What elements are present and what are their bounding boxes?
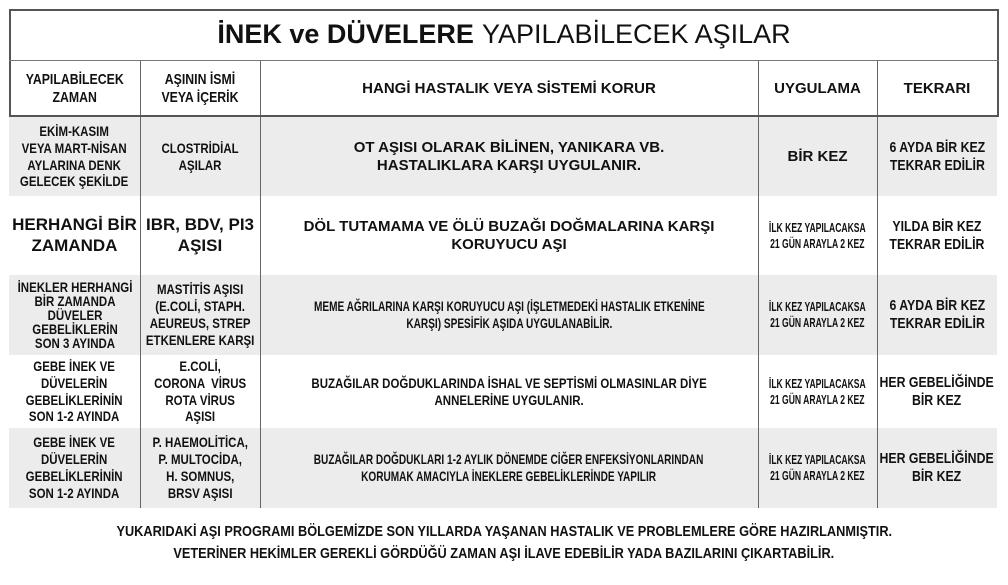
column-header-vaccine: AŞININ İSMİ VEYA İÇERİK bbox=[161, 71, 239, 106]
cell-application: İLK KEZ YAPILACAKSA 21 GÜN ARAYLA 2 KEZ bbox=[769, 299, 866, 330]
cell-repeat: 6 AYDA BİR KEZ TEKRAR EDİLİR bbox=[889, 297, 985, 332]
header-divider bbox=[9, 115, 999, 117]
cell-time: İNEKLER HERHANGİ BİR ZAMANDA DÜVELER GEB… bbox=[17, 279, 132, 351]
column-divider bbox=[140, 60, 141, 508]
table-row bbox=[9, 117, 997, 196]
cell-application: İLK KEZ YAPILACAKSA 21 GÜN ARAYLA 2 KEZ bbox=[769, 375, 866, 407]
title-regular: YAPILABİLECEK AŞILAR bbox=[481, 19, 791, 49]
cell-protects: BUZAĞILAR DOĞDUKLARINDA İSHAL VE SEPTİSM… bbox=[311, 374, 707, 408]
cell-vaccine: E.COLİ, CORONA VİRUS ROTA VİRUS AŞISI bbox=[153, 357, 247, 425]
cell-application: İLK KEZ YAPILACAKSA 21 GÜN ARAYLA 2 KEZ bbox=[769, 219, 866, 251]
cell-vaccine: CLOSTRİDİAL AŞILAR bbox=[161, 139, 239, 173]
cell-time: GEBE İNEK VE DÜVELERİN GEBELİKLERİNİN SO… bbox=[26, 357, 123, 425]
cell-vaccine: MASTİTİS AŞISI (E.COLİ, STAPH. AEUREUS, … bbox=[145, 281, 255, 348]
table-row bbox=[9, 275, 997, 355]
cell-repeat: 6 AYDA BİR KEZ TEKRAR EDİLİR bbox=[889, 138, 985, 174]
cell-protects: BUZAĞILAR DOĞDUKLARI 1-2 AYLIK DÖNEMDE C… bbox=[314, 451, 704, 484]
cell-application: BİR KEZ bbox=[787, 147, 848, 165]
cell-application: İLK KEZ YAPILACAKSA 21 GÜN ARAYLA 2 KEZ bbox=[769, 452, 866, 483]
cell-protects: MEME AĞRILARINA KARŞI KORUYUCU AŞI (İŞLE… bbox=[313, 298, 705, 331]
column-divider bbox=[877, 60, 878, 508]
column-header-repeat: TEKRARI bbox=[903, 79, 971, 97]
column-divider bbox=[758, 60, 759, 508]
column-header-time: YAPILABİLECEK ZAMAN bbox=[25, 71, 124, 106]
cell-protects: DÖL TUTAMAMA VE ÖLÜ BUZAĞI DOĞMALARINA K… bbox=[303, 217, 715, 253]
column-header-protects: HANGİ HASTALIK VEYA SİSTEMİ KORUR bbox=[362, 79, 656, 97]
cell-time: GEBE İNEK VE DÜVELERİN GEBELİKLERİNİN SO… bbox=[26, 434, 123, 501]
cell-vaccine: IBR, BDV, PI3 AŞISI bbox=[145, 215, 255, 255]
page-title: İNEK ve DÜVELERE YAPILABİLECEK AŞILAR bbox=[9, 9, 999, 61]
cell-repeat: HER GEBELİĞİNDE BİR KEZ bbox=[879, 373, 995, 409]
cell-vaccine: P. HAEMOLİTİCA, P. MULTOCİDA, H. SOMNUS,… bbox=[152, 434, 248, 501]
table-row bbox=[9, 428, 997, 508]
cell-time: EKİM-KASIM VEYA MART-NİSAN AYLARINA DENK… bbox=[20, 122, 129, 190]
column-divider bbox=[260, 60, 261, 508]
footer-note-1: YUKARIDAKİ AŞI PROGRAMI BÖLGEMİZDE SON Y… bbox=[116, 523, 892, 540]
title-bold: İNEK ve DÜVELERE bbox=[217, 19, 474, 49]
footer-note-2: VETERİNER HEKİMLER GEREKLİ GÖRDÜĞÜ ZAMAN… bbox=[173, 545, 835, 562]
cell-repeat: HER GEBELİĞİNDE BİR KEZ bbox=[879, 450, 995, 485]
column-header-application: UYGULAMA bbox=[774, 79, 861, 97]
table-frame bbox=[9, 9, 999, 117]
cell-repeat: YILDA BİR KEZ TEKRAR EDİLİR bbox=[889, 217, 985, 253]
cell-protects: OT AŞISI OLARAK BİLİNEN, YANIKARA VB. HA… bbox=[353, 138, 665, 174]
cell-time: HERHANGİ BİR ZAMANDA bbox=[12, 215, 137, 255]
